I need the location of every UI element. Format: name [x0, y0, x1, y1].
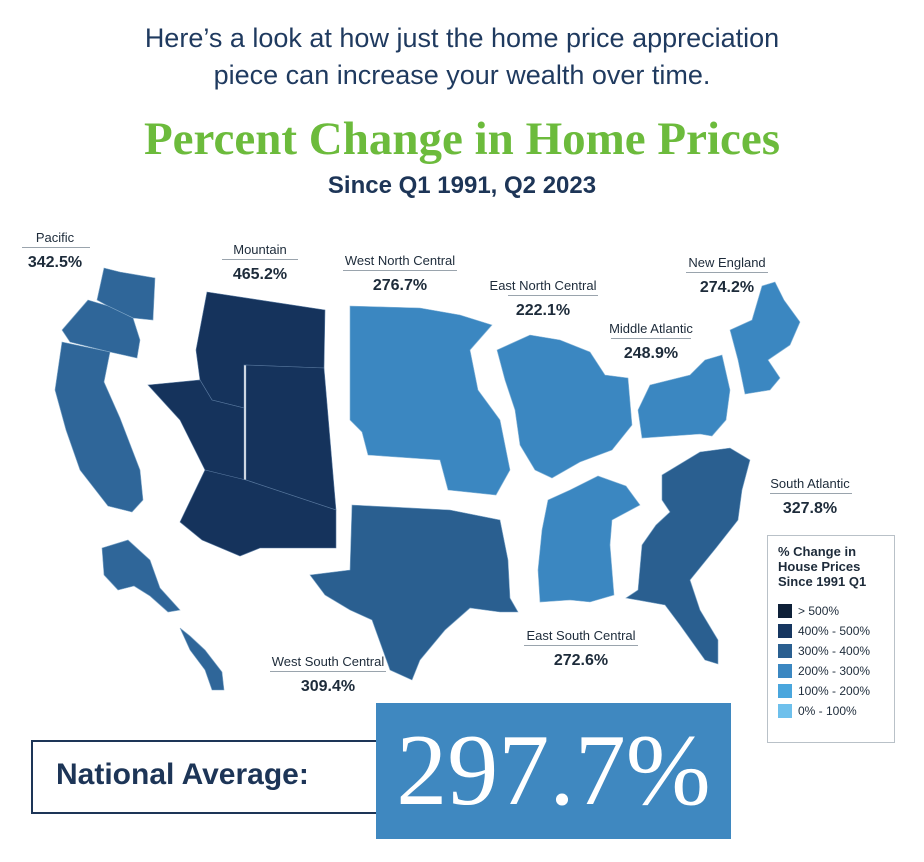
region-divider: [22, 247, 90, 248]
region-value-middle-atlantic: 248.9%: [623, 345, 679, 362]
region-value-new-england: 274.2%: [699, 279, 755, 296]
legend-title-line-1: % Change in: [778, 544, 857, 559]
map-legend: % Change in House Prices Since 1991 Q1 >…: [767, 535, 895, 743]
region-label-east-north-central: East North Central: [489, 278, 597, 293]
region-label-east-south-central: East South Central: [526, 628, 636, 643]
region-label-west-north-central: West North Central: [344, 253, 456, 268]
intro-line-2: piece can increase your wealth over time…: [213, 60, 711, 90]
region-divider: [686, 272, 768, 273]
region-value-pacific: 342.5%: [27, 254, 83, 271]
legend-swatch: [778, 644, 792, 658]
legend-label: 200% - 300%: [798, 664, 871, 678]
legend-swatch: [778, 604, 792, 618]
legend-swatch: [778, 664, 792, 678]
legend-title-line-2: House Prices: [778, 559, 861, 574]
region-label-pacific: Pacific: [35, 230, 75, 245]
region-divider: [611, 338, 691, 339]
national-average-value-box: [376, 703, 731, 839]
legend-item: 200% - 300%: [778, 661, 884, 681]
national-average-value: 297.7%: [396, 714, 711, 827]
region-label-south-atlantic: South Atlantic: [770, 476, 850, 491]
legend-label: 400% - 500%: [798, 624, 871, 638]
legend-item: 0% - 100%: [778, 701, 884, 721]
page-subtitle: Since Q1 1991, Q2 2023: [327, 172, 597, 199]
legend-title-line-3: Since 1991 Q1: [778, 574, 867, 589]
region-east-north-central-shape: [496, 334, 633, 479]
region-label-west-south-central: West South Central: [271, 654, 385, 669]
legend-swatch: [778, 624, 792, 638]
intro-line-1: Here’s a look at how just the home price…: [144, 23, 780, 53]
region-value-east-south-central: 272.6%: [553, 652, 609, 669]
legend-item: 100% - 200%: [778, 681, 884, 701]
region-east-south-central-shape: [537, 475, 641, 603]
region-label-new-england: New England: [688, 255, 766, 270]
region-label-mountain: Mountain: [233, 242, 287, 257]
region-divider: [524, 645, 638, 646]
legend-label: 0% - 100%: [798, 704, 857, 718]
national-average-box: [31, 740, 391, 814]
legend-item: > 500%: [778, 601, 884, 621]
region-pacific-shape: [54, 267, 225, 691]
region-mountain-shape: [147, 291, 337, 557]
legend-label: > 500%: [798, 604, 840, 618]
region-west-south-central-shape: [309, 504, 519, 681]
region-new-england-shape: [729, 281, 801, 395]
region-divider: [222, 259, 298, 260]
region-value-east-north-central: 222.1%: [515, 302, 571, 319]
legend-swatch: [778, 684, 792, 698]
region-middle-atlantic-shape: [637, 354, 731, 439]
region-value-west-south-central: 309.4%: [300, 678, 356, 695]
region-divider: [343, 270, 457, 271]
legend-swatch: [778, 704, 792, 718]
region-divider: [508, 295, 598, 296]
intro-text: Here’s a look at how just the home price…: [0, 20, 924, 94]
legend-label: 300% - 400%: [798, 644, 871, 658]
region-divider: [270, 671, 386, 672]
page-title: Percent Change in Home Prices: [143, 113, 781, 165]
region-label-middle-atlantic: Middle Atlantic: [609, 321, 693, 336]
region-south-atlantic-shape: [625, 447, 751, 665]
region-value-south-atlantic: 327.8%: [782, 500, 838, 517]
national-average-label: National Average:: [56, 758, 309, 791]
region-divider: [770, 493, 852, 494]
legend-item: 400% - 500%: [778, 621, 884, 641]
region-value-west-north-central: 276.7%: [372, 277, 428, 294]
legend-item: 300% - 400%: [778, 641, 884, 661]
region-value-mountain: 465.2%: [232, 266, 288, 283]
region-west-north-central-shape: [349, 305, 511, 496]
legend-title: % Change in House Prices Since 1991 Q1: [778, 544, 884, 589]
legend-label: 100% - 200%: [798, 684, 871, 698]
